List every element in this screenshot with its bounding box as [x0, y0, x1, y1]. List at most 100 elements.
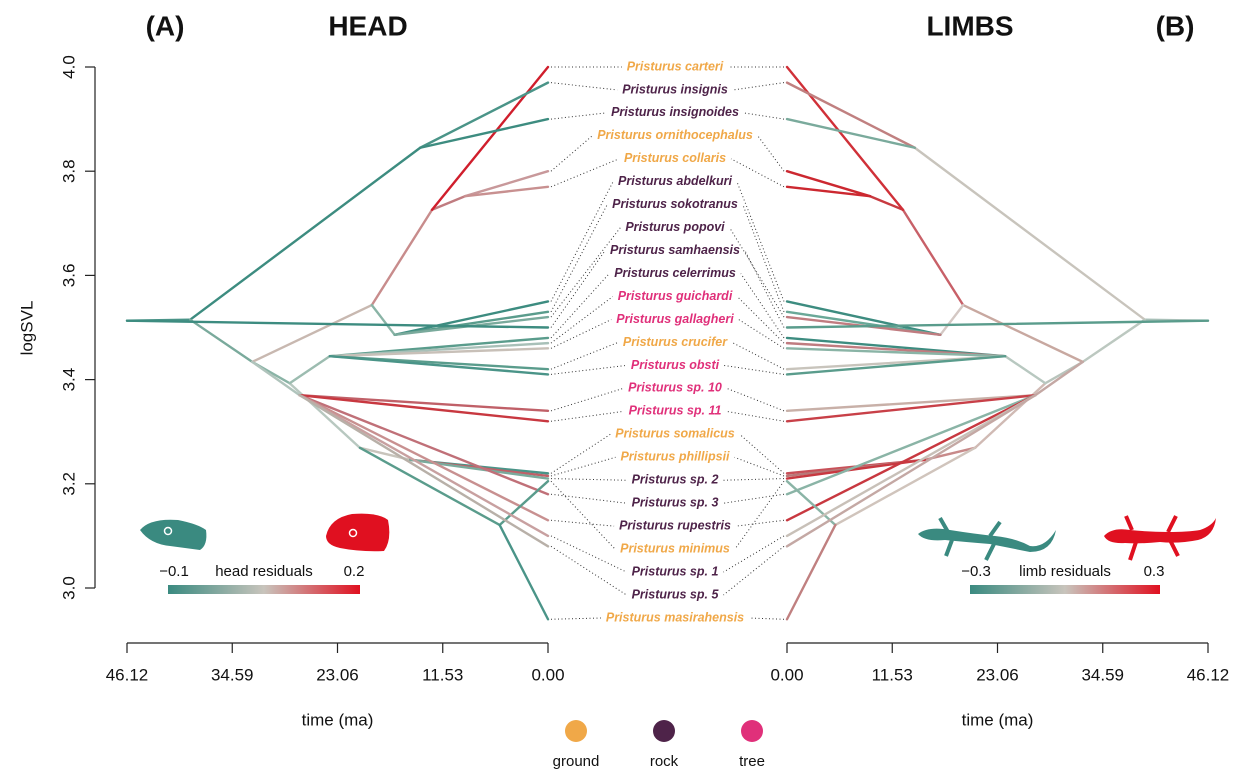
lizard-legs [1124, 515, 1180, 561]
y-axis-label: logSVL [17, 301, 36, 356]
branch [251, 303, 374, 364]
leader [736, 181, 785, 302]
species-label: Pristurus gallagheri [616, 312, 734, 326]
x-axis-label: time (ma) [302, 710, 374, 729]
branch [834, 446, 977, 527]
residual-colorbar [168, 585, 360, 594]
leader [550, 296, 613, 344]
residual-tick-label: 0.2 [344, 563, 365, 580]
leader [550, 410, 624, 422]
leader [550, 493, 627, 504]
panel-tag: (B) [1156, 10, 1195, 41]
leader [550, 535, 627, 573]
leader [550, 480, 616, 550]
leader [743, 112, 785, 120]
species-label: Pristurus sp. 2 [632, 473, 719, 487]
x-tick-label: 46.12 [106, 665, 149, 684]
leader [740, 273, 785, 339]
x-tick-label: 23.06 [316, 665, 359, 684]
species-label: Pristurus sp. 3 [632, 496, 719, 510]
leader [550, 158, 620, 188]
species-label: Pristurus abdelkuri [618, 174, 732, 188]
branch [1003, 354, 1047, 385]
branch [785, 479, 837, 527]
branch [785, 319, 1210, 329]
branch [785, 394, 1037, 538]
branch [358, 446, 501, 527]
habitat-swatch [653, 720, 675, 742]
residual-colorbar [970, 585, 1160, 594]
branch [298, 394, 550, 413]
leader [730, 158, 785, 188]
leader [724, 364, 785, 375]
x-tick-label: 11.53 [872, 665, 913, 684]
leader [723, 493, 785, 504]
leader [736, 296, 785, 344]
leader [749, 617, 785, 620]
leader [550, 135, 593, 172]
leader [723, 545, 785, 596]
leader [550, 387, 624, 412]
x-axis-label: time (ma) [962, 710, 1034, 729]
branch [785, 354, 1007, 376]
branch [785, 65, 905, 211]
leader [550, 112, 607, 120]
habitat-label: ground [553, 753, 600, 770]
head-icon [326, 513, 390, 552]
x-tick-label: 34.59 [211, 665, 254, 684]
species-label: Pristurus insignoides [611, 105, 739, 119]
leader [550, 250, 606, 328]
head-icon-eye [348, 528, 358, 538]
leader [550, 478, 627, 481]
residual-legend-title: head residuals [215, 563, 313, 580]
branch [430, 65, 550, 211]
branch [419, 117, 550, 149]
branch [785, 81, 916, 149]
branch [785, 394, 1037, 423]
leader [723, 478, 785, 481]
residual-tick-label: −0.3 [961, 563, 991, 580]
lizard-icon [918, 528, 1056, 552]
species-label: Pristurus sp. 10 [628, 381, 722, 395]
species-label: Pristurus samhaensis [610, 243, 740, 257]
species-label: Pristurus obsti [631, 358, 720, 372]
branch [785, 394, 1037, 548]
y-tick-label: 4.0 [59, 55, 78, 79]
branch [785, 394, 1037, 413]
branch [298, 394, 550, 423]
y-tick-label: 3.6 [59, 264, 78, 288]
leader [550, 617, 601, 620]
branch [188, 318, 254, 364]
habitat-swatch [565, 720, 587, 742]
leader [550, 456, 616, 477]
leader [726, 410, 785, 422]
species-label: Pristurus crucifer [623, 335, 728, 349]
leader [550, 433, 611, 474]
leader [723, 535, 785, 573]
x-tick-label: 11.53 [422, 665, 463, 684]
species-label: Pristurus collaris [624, 151, 726, 165]
branch [298, 394, 550, 522]
species-label: Pristurus carteri [627, 59, 724, 73]
panel-tag: (A) [146, 10, 185, 41]
species-label: Pristurus sokotranus [612, 197, 738, 211]
branch [298, 394, 550, 538]
branch [328, 354, 550, 376]
x-tick-label: 23.06 [976, 665, 1019, 684]
branch [785, 394, 1037, 496]
leader [550, 273, 610, 339]
leader [732, 82, 785, 91]
panel-title: HEAD [328, 10, 407, 41]
branch [785, 394, 1037, 522]
x-tick-label: 34.59 [1081, 665, 1124, 684]
leader [731, 342, 785, 370]
branch [288, 354, 332, 385]
species-label: Pristurus phillipsii [620, 450, 730, 464]
branch [498, 523, 550, 621]
branch [939, 303, 965, 336]
branch [125, 319, 550, 329]
species-label: Pristurus somalicus [615, 427, 735, 441]
lizard-legs [938, 517, 1002, 561]
leader [739, 433, 785, 474]
